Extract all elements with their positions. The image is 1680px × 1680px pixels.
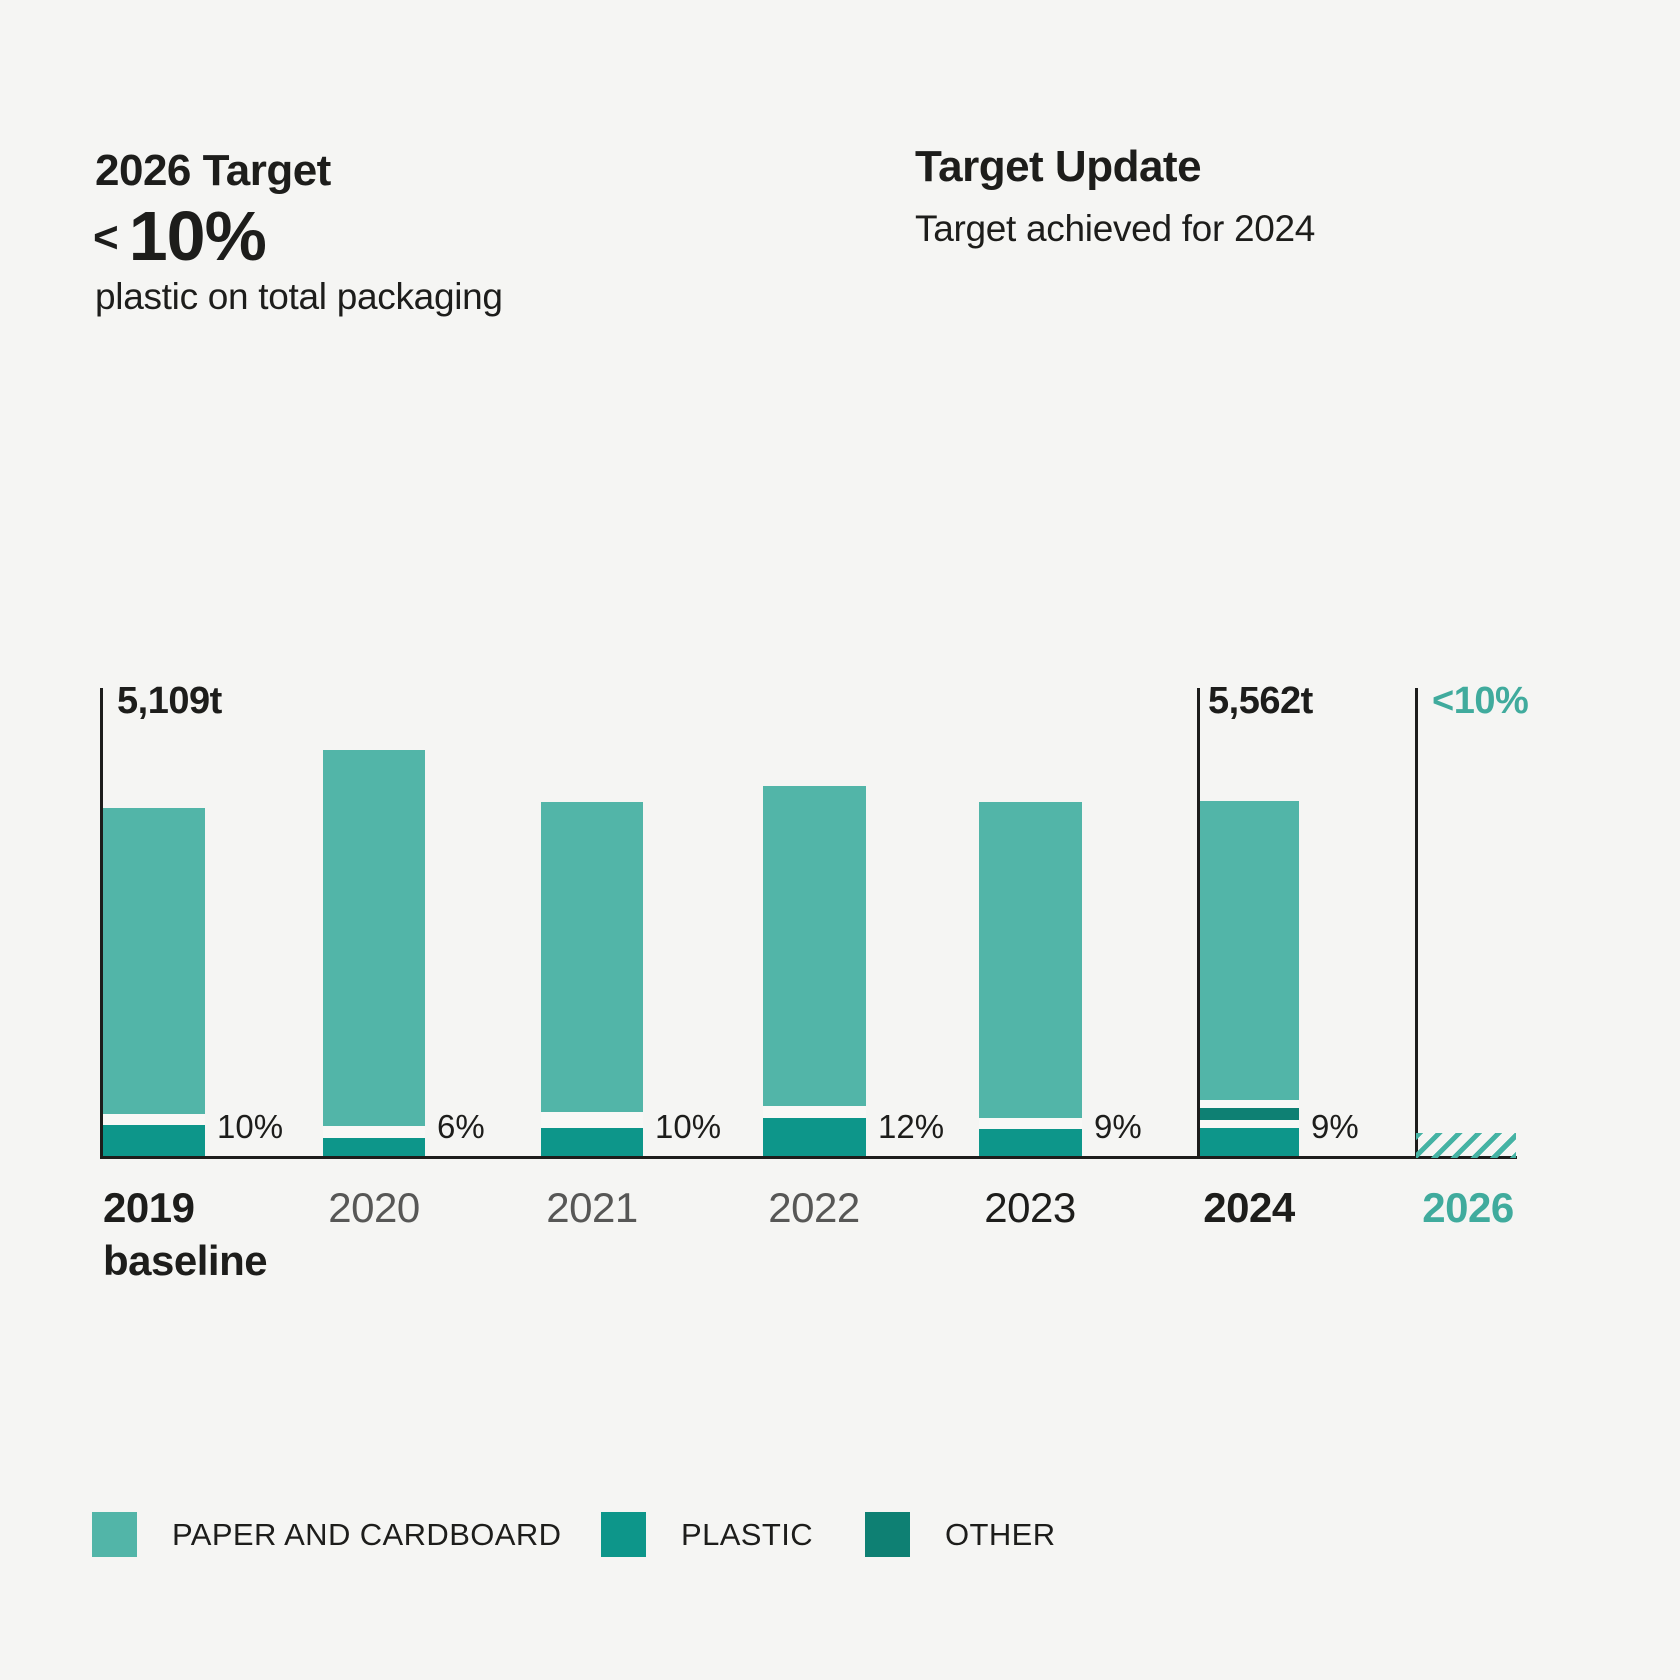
segment-plastic	[541, 1128, 643, 1156]
update-text: Target achieved for 2024	[915, 208, 1316, 249]
axis-line-2024	[1197, 688, 1200, 1159]
target-value-number: 10%	[128, 197, 267, 275]
segment-gap	[1200, 1100, 1299, 1108]
x-label-2023: 2023	[984, 1182, 1076, 1235]
segment-gap	[1200, 1120, 1299, 1128]
plastic-percent-label-2023: 9%	[1094, 1108, 1142, 1145]
segment-gap	[323, 1126, 425, 1138]
target-zone-hatch	[1416, 1133, 1516, 1158]
target-value: < 10%	[93, 196, 267, 276]
segment-paper	[541, 802, 643, 1112]
axis-line-2026	[1415, 688, 1418, 1159]
plastic-percent-label-2024: 9%	[1311, 1108, 1359, 1145]
segment-plastic	[103, 1125, 205, 1156]
year-text: 2023	[984, 1184, 1076, 1231]
legend-item-paper: PAPER AND CARDBOARD	[92, 1512, 561, 1557]
year-text: 2026	[1422, 1184, 1514, 1231]
segment-paper	[323, 750, 425, 1126]
segment-plastic	[763, 1118, 866, 1156]
total-label-2024: 5,562t	[1208, 680, 1313, 722]
x-axis-line	[100, 1156, 1517, 1159]
plastic-percent-label-2019: 10%	[217, 1108, 284, 1145]
bar-2022	[763, 786, 866, 1156]
x-label-2020: 2020	[328, 1182, 420, 1235]
paper-swatch	[92, 1512, 137, 1557]
segment-paper	[979, 802, 1082, 1118]
other-swatch	[865, 1512, 910, 1557]
plastic-swatch	[601, 1512, 646, 1557]
less-than-sign: <	[93, 213, 119, 262]
legend-item-plastic: PLASTIC	[601, 1512, 813, 1557]
plastic-percent-label-2021: 10%	[655, 1108, 722, 1145]
segment-plastic	[979, 1129, 1082, 1156]
axis-line-left	[100, 688, 103, 1159]
update-title: Target Update	[915, 142, 1202, 191]
plastic-percent-label-2022: 12%	[878, 1108, 945, 1145]
total-label-2019: 5,109t	[117, 680, 222, 722]
year-text: 2020	[328, 1184, 420, 1231]
segment-other	[1200, 1108, 1299, 1120]
x-label-2024: 2024	[1203, 1182, 1295, 1235]
x-label-2021: 2021	[546, 1182, 638, 1235]
bar-2021	[541, 802, 643, 1156]
segment-gap	[541, 1112, 643, 1128]
year-text: 2019	[103, 1184, 195, 1231]
segment-plastic	[323, 1138, 425, 1156]
legend-label-other: OTHER	[945, 1516, 1056, 1552]
bar-2020	[323, 750, 425, 1156]
bar-2019	[103, 808, 205, 1156]
segment-gap	[979, 1118, 1082, 1129]
year-text: 2024	[1203, 1184, 1295, 1231]
segment-plastic	[1200, 1128, 1299, 1156]
target-label-2026: <10%	[1432, 680, 1529, 722]
x-label-2019: 2019 baseline	[103, 1182, 268, 1288]
bar-2023	[979, 802, 1082, 1156]
baseline-text: baseline	[103, 1236, 268, 1284]
bar-2024	[1200, 801, 1299, 1156]
legend-label-paper: PAPER AND CARDBOARD	[172, 1516, 562, 1552]
segment-paper	[103, 808, 205, 1114]
year-text: 2022	[768, 1184, 860, 1231]
segment-gap	[763, 1106, 866, 1118]
plastic-percent-label-2020: 6%	[437, 1108, 485, 1145]
legend-item-other: OTHER	[865, 1512, 1056, 1557]
year-text: 2021	[546, 1184, 638, 1231]
x-label-2022: 2022	[768, 1182, 860, 1235]
segment-paper	[1200, 801, 1299, 1100]
x-label-2026: 2026	[1422, 1182, 1514, 1235]
target-subtitle: plastic on total packaging	[95, 276, 503, 317]
segment-gap	[103, 1114, 205, 1125]
target-title: 2026 Target	[95, 146, 331, 195]
segment-paper	[763, 786, 866, 1106]
legend-label-plastic: PLASTIC	[681, 1516, 814, 1552]
